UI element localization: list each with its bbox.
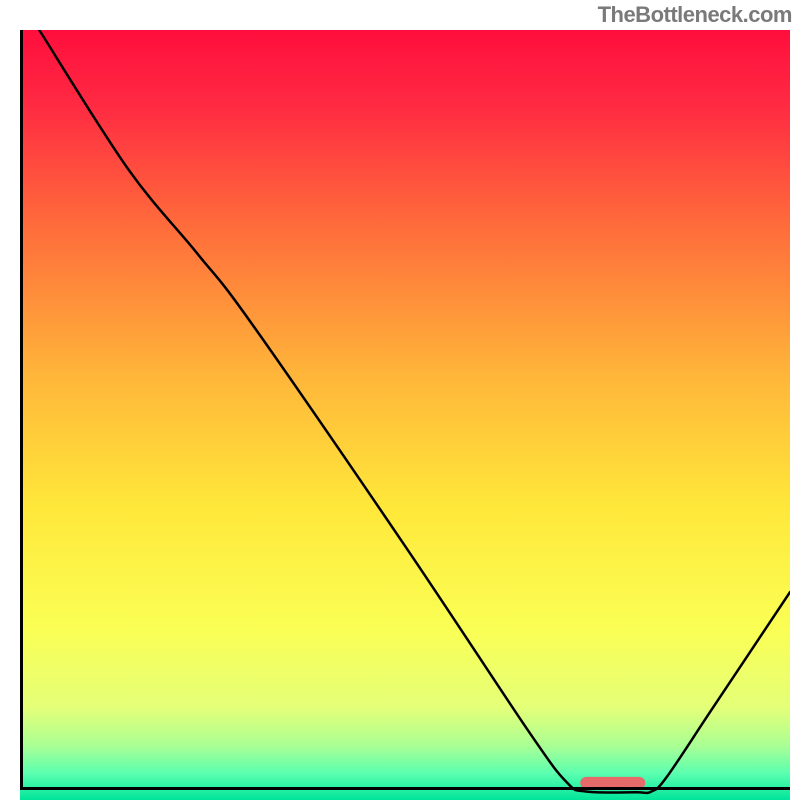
optimal-range-marker: [580, 777, 645, 789]
watermark-text: TheBottleneck.com: [598, 2, 792, 28]
plot-area: [20, 30, 790, 790]
gradient-background: [20, 30, 790, 800]
